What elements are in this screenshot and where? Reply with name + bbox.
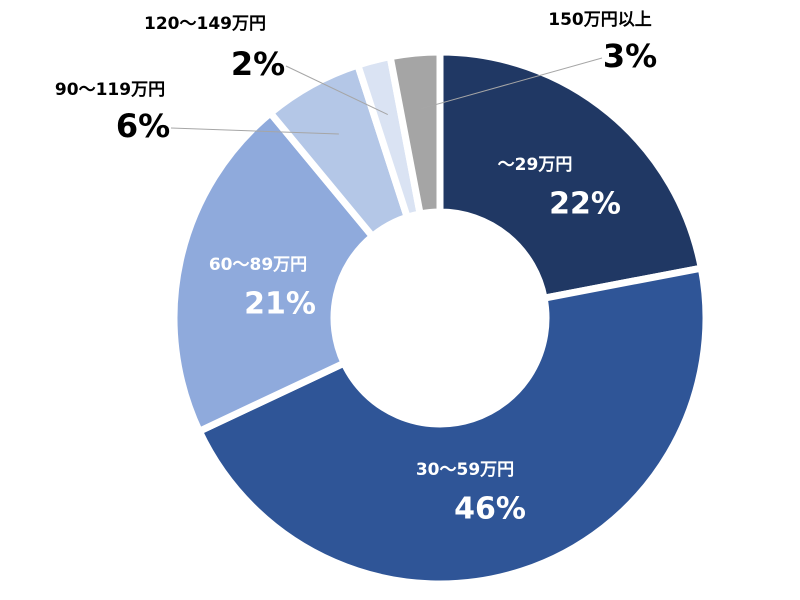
slice-category: 120～149万円 bbox=[144, 14, 266, 34]
slice-category: ～29万円 bbox=[498, 155, 573, 175]
leader-line bbox=[420, 57, 603, 110]
leader-line bbox=[170, 127, 339, 135]
slice-category: 150万円以上 bbox=[548, 10, 652, 30]
slice-category: 30～59万円 bbox=[416, 460, 514, 480]
slice-value-label: 21% bbox=[244, 287, 316, 322]
slice bbox=[194, 264, 710, 588]
slice-value-label: 6% bbox=[116, 107, 170, 145]
slice bbox=[170, 108, 378, 436]
slice-value-label: 2% bbox=[231, 45, 285, 83]
slice bbox=[386, 48, 444, 218]
slice-value-label: 46% bbox=[454, 492, 526, 527]
slice-value-label: 22% bbox=[549, 187, 621, 222]
leader-line bbox=[285, 65, 388, 116]
slice bbox=[436, 48, 706, 303]
slice-category: 60～89万円 bbox=[209, 255, 307, 275]
slice-category: 90～119万円 bbox=[55, 80, 165, 100]
slice-value-label: 3% bbox=[603, 37, 657, 75]
